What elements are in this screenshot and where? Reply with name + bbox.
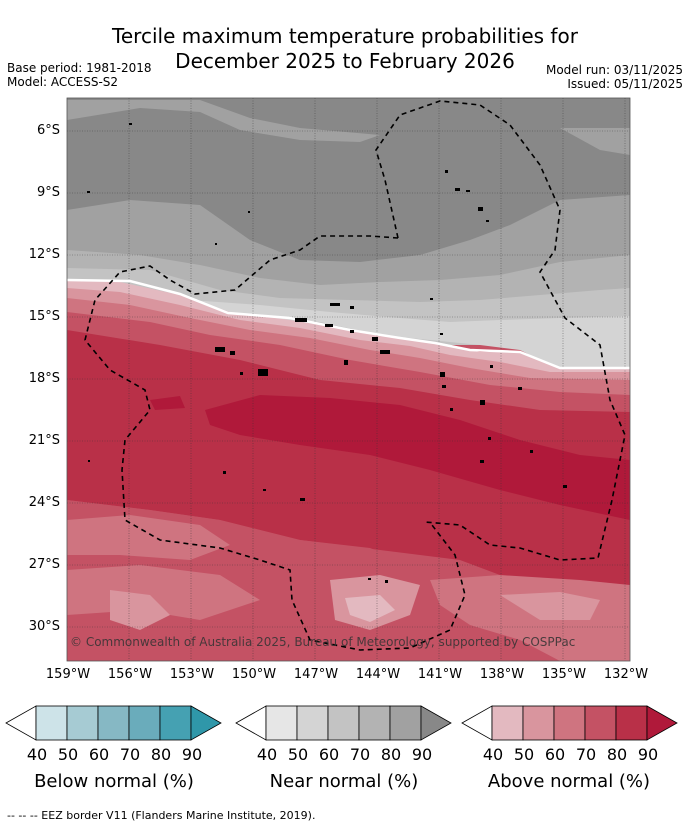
near-normal-top <box>67 98 630 125</box>
lon-label-153w: 153°W <box>169 667 215 682</box>
legend-swatch-1-1 <box>265 705 298 741</box>
map-title: Tercile maximum temperature probabilitie… <box>0 24 690 74</box>
lon-label-135w: 135°W <box>541 667 587 682</box>
near-normal-80-band-top <box>67 100 380 142</box>
legend-swatch-1-0 <box>235 705 267 741</box>
map-fill-layer <box>67 98 630 661</box>
legend-swatch-2-2 <box>522 705 555 741</box>
lat-label-15s: 15°S <box>28 309 60 324</box>
legend-tick-below-80: 80 <box>150 745 172 764</box>
legend-swatch-2-1 <box>491 705 524 741</box>
model-run: Model run: 03/11/2025 <box>545 63 683 77</box>
legend-swatch-2-4 <box>584 705 617 741</box>
lon-label-150w: 150°W <box>231 667 277 682</box>
legend-swatch-0-0 <box>5 705 37 741</box>
above-normal-60-south <box>67 515 230 560</box>
lat-label-24s: 24°S <box>28 495 60 510</box>
legend-title-near-normal: Near normal (%) <box>269 771 419 792</box>
eez-borders <box>84 100 626 651</box>
near-normal-50-band <box>190 300 630 370</box>
legend-tick-below-60: 60 <box>88 745 110 764</box>
above-normal-90-region <box>205 395 630 520</box>
legend-tick-above-70: 70 <box>575 745 597 764</box>
lon-label-144w: 144°W <box>355 667 401 682</box>
legend-tick-near-80: 80 <box>380 745 402 764</box>
above-normal-50-sw <box>110 590 170 630</box>
lat-label-30s: 30°S <box>28 619 60 634</box>
legend-swatch-0-1 <box>35 705 68 741</box>
lon-label-156w: 156°W <box>107 667 153 682</box>
lon-label-138w: 138°W <box>479 667 525 682</box>
eez-footnote: -- -- -- EEZ border V11 (Flanders Marine… <box>7 809 316 822</box>
lat-label-18s: 18°S <box>28 371 60 386</box>
legend-title-below-normal: Below normal (%) <box>34 771 194 792</box>
legend-swatch-0-4 <box>128 705 161 741</box>
legend-tick-below-40: 40 <box>26 745 48 764</box>
above-normal-40-south <box>345 595 395 622</box>
legend-tick-near-40: 40 <box>256 745 278 764</box>
probability-map <box>66 97 631 662</box>
lat-label-9s: 9°S <box>36 185 60 200</box>
legend-tick-below-50: 50 <box>57 745 79 764</box>
legend-tick-above-40: 40 <box>482 745 504 764</box>
base-period: Base period: 1981-2018 <box>7 61 152 75</box>
legend-swatch-0-5 <box>159 705 192 741</box>
legend-bar-near-normal <box>235 705 452 741</box>
tercile-boundary <box>67 278 630 370</box>
title-line-1: Tercile maximum temperature probabilitie… <box>112 24 578 48</box>
legend-swatch-1-5 <box>389 705 422 741</box>
legend-bar-below-normal <box>5 705 222 741</box>
legend-swatch-1-4 <box>358 705 391 741</box>
legend-swatch-1-2 <box>296 705 329 741</box>
legend-tick-near-70: 70 <box>349 745 371 764</box>
legend-swatch-2-3 <box>553 705 586 741</box>
meta-left: Base period: 1981-2018 Model: ACCESS-S2 <box>7 61 152 89</box>
legend-tick-near-60: 60 <box>318 745 340 764</box>
above-normal-90-patch <box>150 396 185 410</box>
legend-tick-near-90: 90 <box>411 745 433 764</box>
issued-date: Issued: 05/11/2025 <box>567 77 683 91</box>
legend-tick-near-50: 50 <box>287 745 309 764</box>
legend-swatch-1-3 <box>327 705 360 741</box>
legend-tick-above-60: 60 <box>544 745 566 764</box>
legend-tick-above-80: 80 <box>606 745 628 764</box>
copyright-notice: © Commonwealth of Australia 2025, Bureau… <box>70 635 576 649</box>
lat-label-6s: 6°S <box>36 123 60 138</box>
lon-label-159w: 159°W <box>45 667 91 682</box>
lon-label-141w: 141°W <box>417 667 463 682</box>
lat-label-12s: 12°S <box>28 247 60 262</box>
meta-right: Model run: 03/11/2025 Issued: 05/11/2025 <box>546 63 683 91</box>
legend-tick-below-70: 70 <box>119 745 141 764</box>
legend-swatch-0-6 <box>190 705 222 741</box>
legend-bar-above-normal <box>461 705 678 741</box>
island-markers <box>87 123 567 583</box>
legend-swatch-2-6 <box>646 705 678 741</box>
legend-tick-above-90: 90 <box>637 745 659 764</box>
legend-swatch-1-6 <box>420 705 452 741</box>
model-name: Model: ACCESS-S2 <box>7 75 119 89</box>
legend-swatch-2-0 <box>461 705 493 741</box>
above-normal-50-se <box>500 592 600 620</box>
lat-label-27s: 27°S <box>28 557 60 572</box>
legend-swatch-2-5 <box>615 705 648 741</box>
above-normal-80-band <box>67 330 630 600</box>
legend-swatch-0-2 <box>66 705 99 741</box>
lon-label-147w: 147°W <box>293 667 339 682</box>
near-normal-80-ne <box>560 128 630 155</box>
lon-label-132w: 132°W <box>603 667 649 682</box>
legend-tick-below-90: 90 <box>181 745 203 764</box>
title-line-2: December 2025 to February 2026 <box>175 49 515 73</box>
legend-swatch-0-3 <box>97 705 130 741</box>
map-frame <box>66 97 631 662</box>
lat-label-21s: 21°S <box>28 433 60 448</box>
legend-title-above-normal: Above normal (%) <box>487 771 651 792</box>
legend-tick-above-50: 50 <box>513 745 535 764</box>
